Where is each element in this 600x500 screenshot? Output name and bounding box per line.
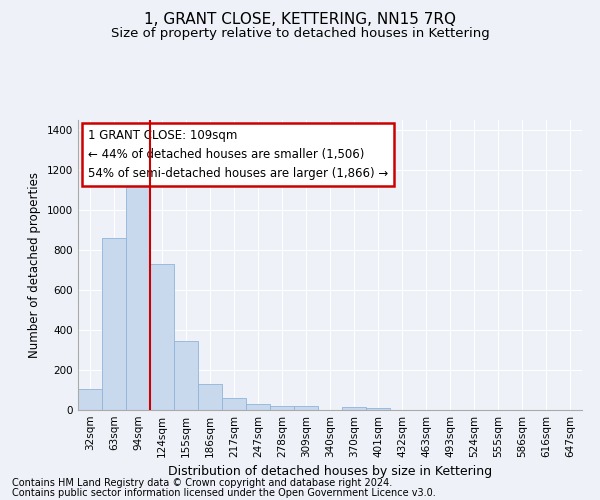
Bar bbox=[246, 404, 270, 410]
Bar bbox=[294, 406, 318, 410]
Bar bbox=[102, 238, 126, 410]
Text: 1 GRANT CLOSE: 109sqm
← 44% of detached houses are smaller (1,506)
54% of semi-d: 1 GRANT CLOSE: 109sqm ← 44% of detached … bbox=[88, 128, 388, 180]
Text: Contains HM Land Registry data © Crown copyright and database right 2024.: Contains HM Land Registry data © Crown c… bbox=[12, 478, 392, 488]
X-axis label: Distribution of detached houses by size in Kettering: Distribution of detached houses by size … bbox=[168, 466, 492, 478]
Text: Size of property relative to detached houses in Kettering: Size of property relative to detached ho… bbox=[110, 28, 490, 40]
Text: Contains public sector information licensed under the Open Government Licence v3: Contains public sector information licen… bbox=[12, 488, 436, 498]
Bar bbox=[126, 180, 150, 410]
Bar bbox=[366, 408, 390, 410]
Bar bbox=[222, 398, 246, 410]
Bar bbox=[270, 406, 294, 410]
Bar bbox=[198, 384, 222, 410]
Bar bbox=[174, 341, 198, 410]
Bar bbox=[78, 389, 102, 410]
Text: 1, GRANT CLOSE, KETTERING, NN15 7RQ: 1, GRANT CLOSE, KETTERING, NN15 7RQ bbox=[144, 12, 456, 28]
Bar bbox=[342, 407, 366, 410]
Bar bbox=[150, 264, 174, 410]
Y-axis label: Number of detached properties: Number of detached properties bbox=[28, 172, 41, 358]
